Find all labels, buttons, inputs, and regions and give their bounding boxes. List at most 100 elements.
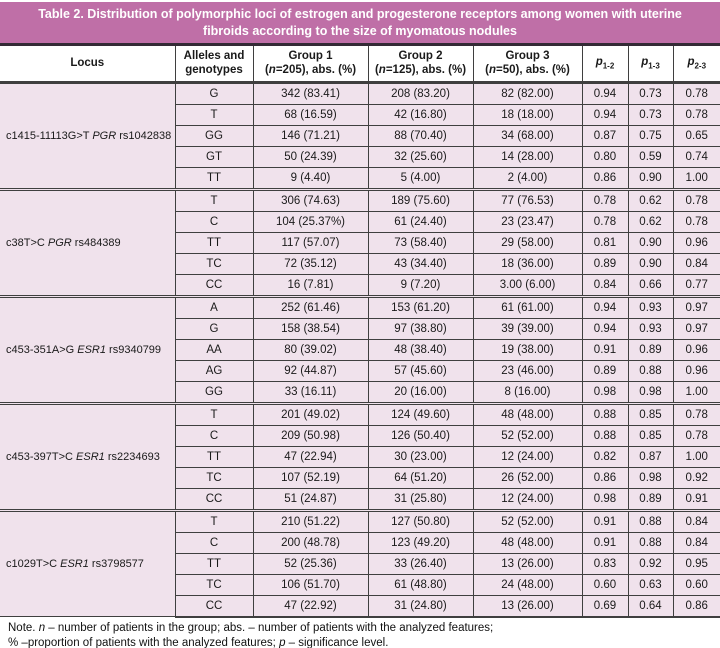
genotype-cell: GG	[174, 380, 254, 404]
genotype-cell: TC	[174, 466, 254, 489]
group1-value: 104 (25.37%)	[252, 210, 369, 233]
col-header-group2: Group 2 (n=125), abs. (%)	[367, 46, 474, 84]
group2-value: 73 (58.40)	[367, 231, 474, 254]
p23-value: 0.91	[672, 487, 720, 511]
locus-rsid: rs9340799	[106, 343, 162, 356]
p23-value: 0.77	[672, 273, 720, 297]
genotype-cell: TC	[174, 573, 254, 596]
group2-value: 61 (24.40)	[367, 210, 474, 233]
locus-prefix: c453-351A>G	[6, 343, 78, 356]
p12-value: 0.94	[581, 317, 629, 340]
group1-value: 68 (16.59)	[252, 103, 369, 126]
group2-value: 48 (38.40)	[367, 338, 474, 361]
p12-value: 0.86	[581, 166, 629, 190]
p23-value: 0.97	[672, 294, 720, 319]
group3-value: 77 (76.53)	[472, 187, 583, 212]
p13-value: 0.85	[627, 401, 674, 426]
p13-value: 0.98	[627, 466, 674, 489]
p23-value: 1.00	[672, 445, 720, 468]
group3-value: 52 (52.00)	[472, 508, 583, 533]
locus-name: c1029T>C ESR1 rs3798577	[0, 508, 176, 618]
group2-value: 33 (26.40)	[367, 552, 474, 575]
p13-subscript: 1-3	[648, 61, 660, 71]
table-row: c38T>C PGR rs484389 T 306 (74.63) 189 (75.6…	[0, 187, 720, 297]
group3-value: 23 (46.00)	[472, 359, 583, 382]
genotype-cell: AG	[174, 359, 254, 382]
p12-symbol: p	[595, 56, 603, 69]
p12-value: 0.89	[581, 359, 629, 382]
p12-value: 0.69	[581, 594, 629, 618]
group3-value: 14 (28.00)	[472, 145, 583, 168]
group3-value: 2 (4.00)	[472, 166, 583, 190]
group2-value: 9 (7.20)	[367, 273, 474, 297]
group1-n-symbol: n	[268, 64, 276, 77]
p12-value: 0.89	[581, 252, 629, 275]
p12-value: 0.84	[581, 273, 629, 297]
footnote-n-symbol: n	[38, 621, 46, 634]
p12-value: 0.83	[581, 552, 629, 575]
table-row: CC 51 (24.87) 31 (25.80) 12 (24.00) 0.98 0.89…	[0, 487, 720, 511]
locus-name: c453-397T>C ESR1 rs2234693	[0, 401, 176, 511]
header-row: Locus Alleles and genotypes Group 1 (n=2…	[0, 46, 720, 84]
table-row: GG 146 (71.21) 88 (70.40) 34 (68.00) 0.87 0.7…	[0, 124, 720, 147]
table-row: C 104 (25.37%) 61 (24.40) 23 (23.47) 0.78 0.6…	[0, 210, 720, 233]
p23-value: 0.86	[672, 594, 720, 618]
p23-subscript: 2-3	[694, 61, 707, 71]
p23-value: 0.78	[672, 210, 720, 233]
table-row: TC 72 (35.12) 43 (34.40) 18 (36.00) 0.89 0.90…	[0, 252, 720, 275]
group2-value: 153 (61.20)	[367, 294, 474, 319]
genotype-cell: GT	[174, 145, 254, 168]
group1-value: 252 (61.46)	[252, 294, 369, 319]
group1-value: 200 (48.78)	[252, 531, 369, 554]
locus-prefix: c453-397T>C	[6, 450, 77, 463]
footnote-line2-post: – significance level.	[285, 636, 389, 648]
group1-n-pre: (	[264, 64, 269, 77]
genotype-cell: T	[174, 103, 254, 126]
group3-n-symbol: n	[488, 64, 497, 77]
group1-value: 146 (71.21)	[252, 124, 369, 147]
p13-value: 0.63	[627, 573, 674, 596]
table-row: TC 106 (51.70) 61 (48.80) 24 (48.00) 0.60 0.6…	[0, 573, 720, 596]
group3-value: 18 (18.00)	[472, 103, 583, 126]
group3-n-pre: (	[485, 64, 489, 77]
genotype-cell: T	[174, 401, 254, 426]
table-body: c1415-11113G>T PGR rs1042838 G 342 (83.41)…	[0, 81, 720, 618]
group2-value: 32 (25.60)	[367, 145, 474, 168]
group1-value: 306 (74.63)	[252, 187, 369, 212]
table-row: c453-351A>G ESR1 rs9340799 A 252 (61.46) 15…	[0, 294, 720, 404]
genotype-cell: C	[174, 424, 254, 447]
group2-value: 31 (24.80)	[367, 594, 474, 618]
p13-value: 0.89	[627, 487, 674, 511]
group1-value: 50 (24.39)	[252, 145, 369, 168]
group3-value: 39 (39.00)	[472, 317, 583, 340]
table-row: C 200 (48.78) 123 (49.20) 48 (48.00) 0.91 0.8…	[0, 531, 720, 554]
group3-value: 26 (52.00)	[472, 466, 583, 489]
group1-value: 107 (52.19)	[252, 466, 369, 489]
p13-value: 0.93	[627, 317, 674, 340]
group2-value: 5 (4.00)	[367, 166, 474, 190]
p23-value: 0.96	[672, 359, 720, 382]
group1-value: 72 (35.12)	[252, 252, 369, 275]
p23-value: 0.95	[672, 552, 720, 575]
p13-value: 0.66	[627, 273, 674, 297]
table-row: AA 80 (39.02) 48 (38.40) 19 (38.00) 0.91 0.89…	[0, 338, 720, 361]
group2-value: 127 (50.80)	[367, 508, 474, 533]
group2-value: 61 (48.80)	[367, 573, 474, 596]
group2-value: 42 (16.80)	[367, 103, 474, 126]
table-row: GT 50 (24.39) 32 (25.60) 14 (28.00) 0.80 0.59…	[0, 145, 720, 168]
locus-name: c453-351A>G ESR1 rs9340799	[0, 294, 176, 404]
genotype-cell: AA	[174, 338, 254, 361]
table-row: c1415-11113G>T PGR rs1042838 G 342 (83.41)…	[0, 81, 720, 190]
group1-n-post: =205), abs. (%)	[275, 64, 357, 77]
table-row: TT 9 (4.40) 5 (4.00) 2 (4.00) 0.86 0.90 1.00	[0, 166, 720, 190]
footnote-line1-post: – number of patients in the group; abs. …	[45, 621, 494, 634]
p12-value: 0.91	[581, 531, 629, 554]
p12-value: 0.91	[581, 508, 629, 533]
p12-value: 0.78	[581, 210, 629, 233]
p13-value: 0.73	[627, 103, 674, 126]
locus-prefix: c1415-11113G>T	[6, 129, 93, 142]
footnote: Note. n – number of patients in the grou…	[0, 618, 720, 648]
locus-gene: PGR	[47, 236, 72, 249]
group2-value: 88 (70.40)	[367, 124, 474, 147]
group3-value: 18 (36.00)	[472, 252, 583, 275]
